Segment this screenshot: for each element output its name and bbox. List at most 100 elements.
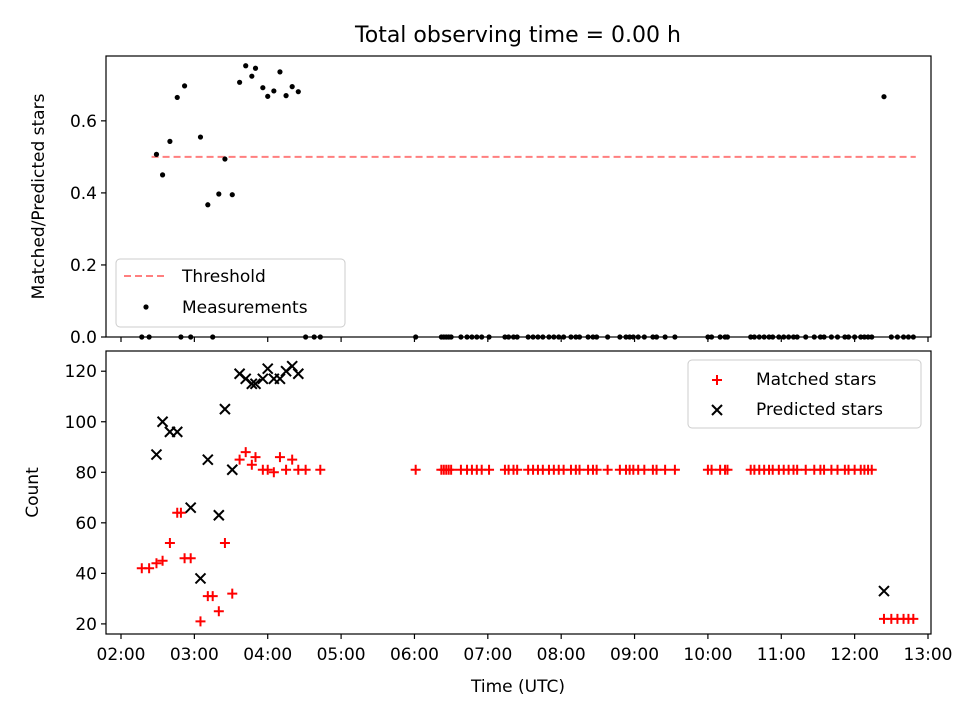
matched-star-point: [574, 464, 585, 475]
predicted-star-point: [262, 362, 274, 375]
x-tick-label: 11:00: [757, 645, 806, 665]
count-y-tick-label: 60: [75, 514, 97, 534]
matched-star-point: [300, 464, 311, 475]
ratio-y-ticks: 0.0 0.2 0.4 0.6: [70, 112, 106, 348]
x-tick-label: 08:00: [537, 645, 586, 665]
matched-star-point: [274, 452, 285, 463]
measurement-point: [277, 69, 283, 75]
x-tick-label: 13:00: [904, 645, 953, 665]
predicted-star-point: [226, 464, 238, 476]
predicted-star-point: [219, 403, 231, 415]
measurement-point: [174, 94, 180, 101]
count-y-tick-label: 80: [75, 463, 97, 483]
x-tick-label: 07:00: [463, 645, 512, 665]
measurement-point: [181, 83, 188, 89]
count-marks: [136, 360, 919, 627]
legend-measurements-label: Measurements: [182, 298, 308, 318]
measurement-point: [205, 202, 211, 208]
ratio-y-tick-label: 0.4: [70, 184, 97, 204]
matched-star-point: [800, 464, 811, 475]
matched-star-point: [213, 606, 224, 617]
ratio-y-axis-label: Matched/Predicted stars: [29, 93, 49, 299]
measurement-point: [881, 94, 887, 100]
measurement-point: [222, 156, 228, 162]
ratio-y-tick-label: 0.0: [70, 328, 97, 348]
count-x-ticks: 02:00 03:00 04:00 05:00 06:00 07:00 08:00 09:00…: [97, 634, 953, 665]
legend-predicted-label: Predicted stars: [756, 400, 883, 420]
ratio-legend: Threshold Measurements: [115, 258, 346, 328]
count-y-tick-label: 120: [65, 362, 97, 382]
x-tick-label: 09:00: [610, 645, 659, 665]
measurement-point: [289, 84, 295, 90]
matched-star-point: [144, 563, 155, 574]
matched-star-point: [281, 464, 292, 475]
legend-measurements-swatch: [143, 304, 149, 310]
count-y-tick-label: 100: [65, 413, 97, 433]
matched-star-point: [287, 454, 298, 465]
predicted-star-point: [213, 509, 225, 521]
predicted-star-point: [257, 373, 269, 385]
matched-star-point: [240, 447, 251, 458]
ratio-y-tick-label: 0.6: [70, 112, 97, 132]
measurement-point: [252, 65, 259, 71]
matched-star-point: [446, 464, 457, 475]
matched-star-point: [250, 452, 261, 463]
predicted-star-point: [274, 373, 286, 385]
count-y-tick-label: 40: [75, 564, 97, 584]
matched-star-point: [151, 558, 162, 569]
measurement-point: [159, 172, 166, 178]
measurement-point: [283, 93, 289, 99]
measurement-point: [295, 89, 301, 95]
figure-title: Total observing time = 0.00 h: [354, 23, 681, 48]
matched-star-point: [207, 591, 218, 602]
count-y-axis-label: Count: [23, 467, 43, 518]
x-tick-label: 04:00: [243, 645, 292, 665]
measurement-point: [229, 192, 235, 198]
count-panel: 20 40 60 80 100 120 02:00 03:00 04:00 05:00 06:00…: [23, 350, 953, 697]
matched-star-point: [639, 464, 650, 475]
count-legend: Matched stars Predicted stars: [687, 359, 922, 429]
predicted-star-point: [150, 448, 163, 461]
x-tick-label: 02:00: [97, 645, 146, 665]
matched-star-point: [268, 467, 279, 478]
measurement-point: [260, 85, 266, 91]
measurement-point: [249, 73, 255, 79]
ratio-legend-box: [115, 258, 346, 328]
ratio-x-ticks: [120, 337, 929, 342]
count-y-tick-label: 20: [75, 615, 97, 635]
predicted-star-point: [156, 416, 169, 428]
matched-star-point: [175, 507, 186, 518]
matched-star-point: [908, 613, 919, 624]
predicted-star-point: [194, 572, 207, 585]
count-y-ticks: 20 40 60 80 100 120: [65, 362, 106, 635]
x-tick-label: 03:00: [170, 645, 219, 665]
matched-star-point: [185, 553, 196, 564]
matched-star-point: [660, 464, 671, 475]
measurement-point: [167, 138, 173, 144]
predicted-star-point: [184, 501, 197, 514]
x-axis-label: Time (UTC): [470, 677, 565, 697]
matched-star-point: [484, 464, 495, 475]
matched-star-point: [706, 464, 717, 475]
legend-matched-label: Matched stars: [756, 370, 876, 390]
measurement-point: [271, 88, 277, 94]
x-tick-label: 10:00: [683, 645, 732, 665]
matched-star-point: [669, 464, 680, 475]
matched-star-point: [262, 464, 273, 475]
ratio-y-tick-label: 0.2: [70, 256, 97, 276]
predicted-star-point: [292, 368, 305, 380]
count-panel-frame: [105, 350, 932, 635]
legend-threshold-label: Threshold: [181, 267, 266, 287]
measurement-point: [153, 151, 160, 157]
predicted-star-point: [202, 453, 214, 466]
matched-star-point: [512, 464, 523, 475]
matched-star-point: [315, 464, 326, 475]
x-tick-label: 06:00: [390, 645, 439, 665]
matched-star-point: [157, 555, 168, 566]
matched-star-point: [602, 464, 613, 475]
matched-star-point: [866, 464, 877, 475]
predicted-star-point: [249, 378, 262, 390]
predicted-star-point: [878, 585, 890, 597]
matched-star-point: [651, 464, 662, 475]
